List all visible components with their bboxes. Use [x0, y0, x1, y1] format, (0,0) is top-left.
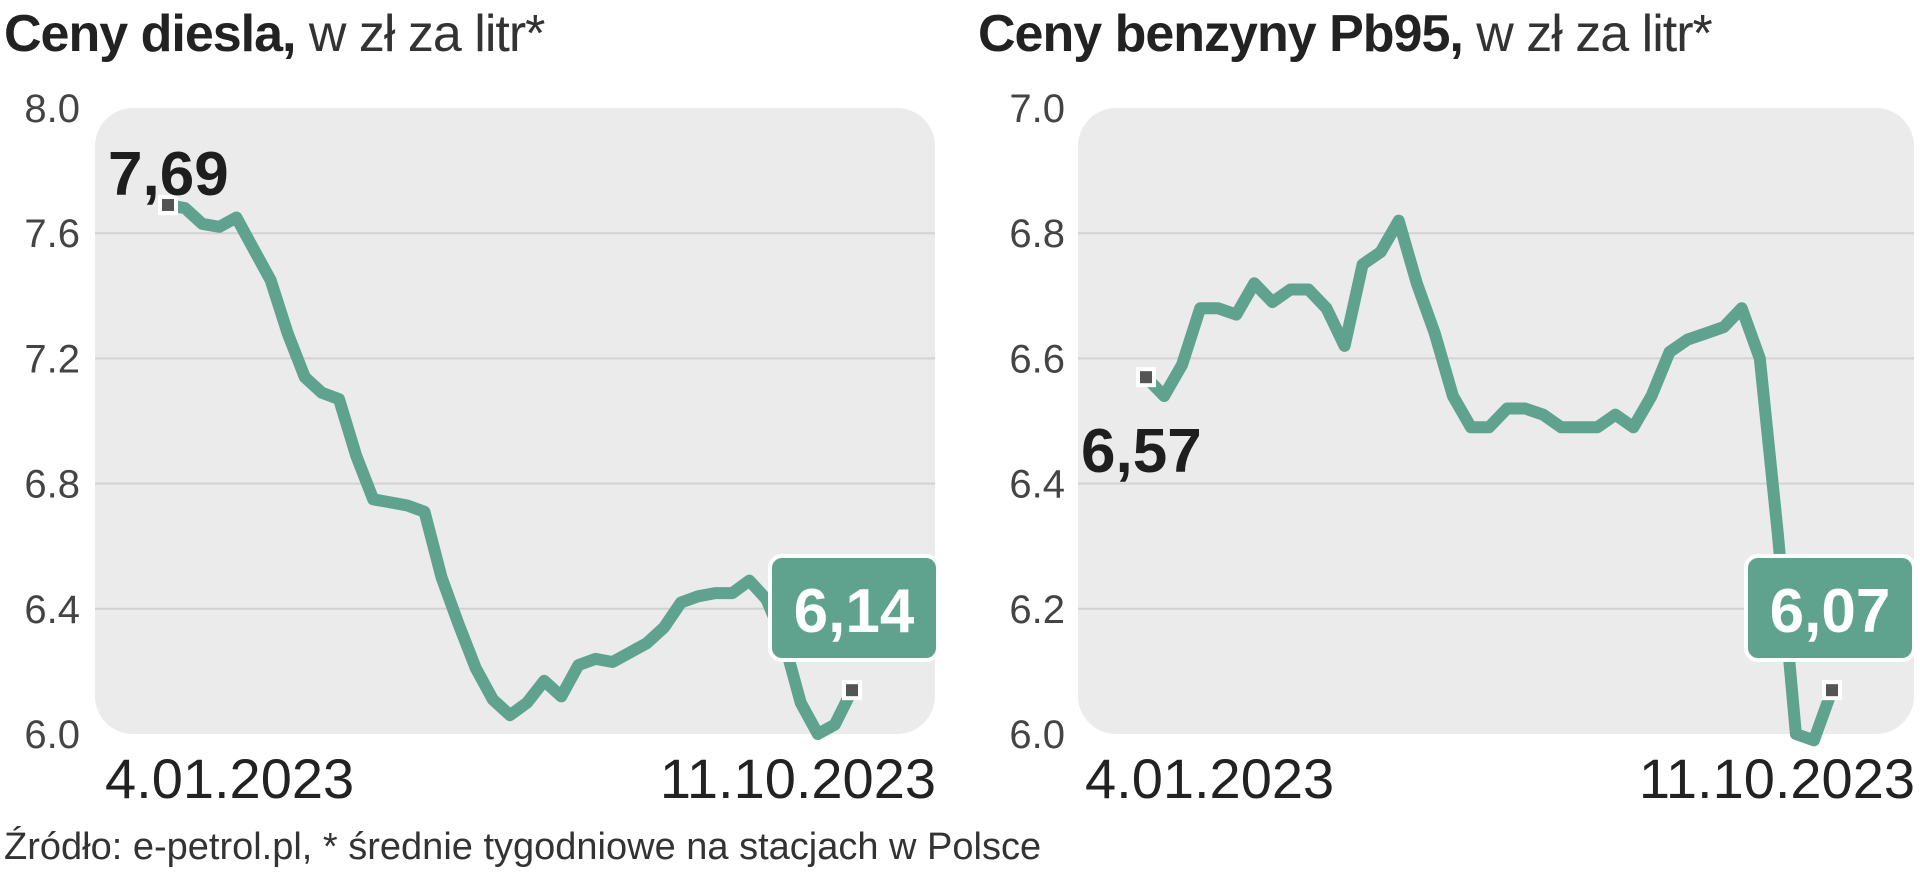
chart-title-unit: w zł za litr* [1476, 5, 1712, 63]
x-tick-label-end: 11.10.2023 [1639, 747, 1915, 810]
chart-title-petrol: Ceny benzyny Pb95, w zł za litr* [978, 5, 1713, 63]
series-line [162, 199, 858, 740]
x-tick-label-end: 11.10.2023 [660, 747, 936, 810]
x-tick-label-start: 4.01.2023 [1085, 747, 1334, 810]
source-note: Źródło: e-petrol.pl, * średnie tygodniow… [4, 826, 1042, 868]
y-tick-label: 7.2 [24, 337, 80, 381]
y-tick-label: 6.2 [1009, 588, 1065, 632]
end-value-box [1744, 554, 1916, 662]
chart-title-unit: w zł za litr* [308, 5, 545, 63]
y-tick-label: 6.8 [24, 463, 80, 507]
chart-title-diesel: Ceny diesla, w zł za litr* [4, 5, 545, 63]
end-marker [846, 684, 858, 697]
chart-title-main: Ceny diesla, [4, 5, 296, 63]
start-marker [1140, 371, 1152, 384]
chart-title-main: Ceny benzyny Pb95, [978, 5, 1464, 63]
y-tick-label: 6.6 [1009, 337, 1065, 381]
petrol-chart-panel: 7.0 6.8 6.6 6.4 6.2 6.0 6,57 6,07 4.01.2023 11.10… [1009, 87, 1916, 810]
start-marker [162, 199, 174, 212]
series-line [1140, 214, 1838, 747]
end-marker [1826, 684, 1838, 697]
y-tick-label: 6.4 [1009, 463, 1065, 507]
y-tick-label: 8.0 [24, 87, 80, 131]
y-tick-label: 7.0 [1009, 87, 1065, 131]
y-tick-label: 7.6 [24, 212, 80, 256]
x-tick-label-start: 4.01.2023 [105, 747, 354, 810]
end-value-box [768, 554, 940, 662]
end-value-label: 6,07 [1770, 577, 1891, 646]
y-tick-label: 6.8 [1009, 212, 1065, 256]
plot-background [95, 108, 935, 734]
y-tick-label: 6.4 [24, 588, 80, 632]
end-value-label: 6,14 [794, 577, 915, 646]
fuel-price-charts: 8.0 7.6 7.2 6.8 6.4 6.0 7,69 6,14 4.01.2023 11.10… [24, 87, 1916, 810]
start-value-label: 6,57 [1081, 417, 1202, 486]
start-value-label: 7,69 [108, 140, 229, 209]
y-tick-label: 6.0 [1009, 713, 1065, 757]
y-tick-label: 6.0 [24, 713, 80, 757]
diesel-chart-panel: 8.0 7.6 7.2 6.8 6.4 6.0 7,69 6,14 4.01.2023 11.10… [24, 87, 940, 810]
